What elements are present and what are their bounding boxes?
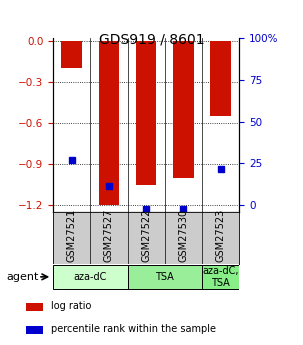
Text: log ratio: log ratio: [52, 301, 92, 311]
Text: GSM27522: GSM27522: [141, 209, 151, 262]
Bar: [211, 41, 231, 116]
Bar: [128, 265, 202, 288]
Bar: [99, 41, 119, 205]
Text: GDS919 / 8601: GDS919 / 8601: [99, 33, 204, 47]
Text: GSM27523: GSM27523: [216, 209, 226, 262]
Text: GSM27530: GSM27530: [178, 209, 188, 262]
Bar: [53, 265, 128, 288]
Text: percentile rank within the sample: percentile rank within the sample: [52, 324, 216, 334]
Bar: [62, 41, 82, 68]
Bar: [26, 303, 43, 310]
Text: TSA: TSA: [155, 272, 174, 282]
Text: aza-dC: aza-dC: [74, 272, 107, 282]
Text: aza-dC,
TSA: aza-dC, TSA: [202, 266, 239, 288]
Bar: [26, 326, 43, 334]
Text: agent: agent: [7, 272, 39, 282]
Bar: [173, 41, 194, 178]
Bar: [202, 265, 239, 288]
Text: GSM27521: GSM27521: [67, 209, 77, 262]
Text: GSM27527: GSM27527: [104, 209, 114, 262]
Bar: [136, 41, 156, 185]
